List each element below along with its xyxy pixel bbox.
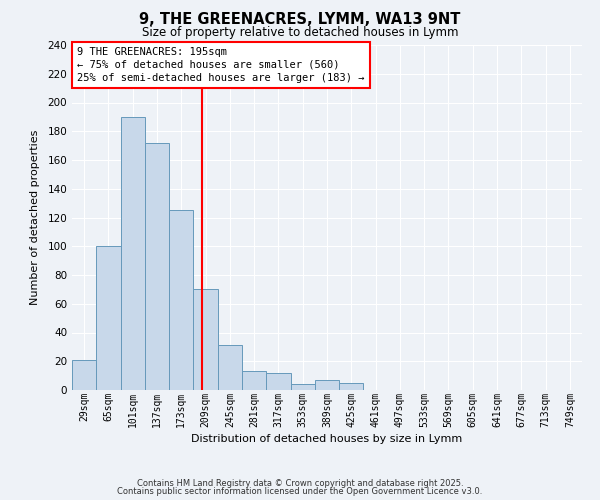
X-axis label: Distribution of detached houses by size in Lymm: Distribution of detached houses by size …	[191, 434, 463, 444]
Bar	[218, 346, 242, 390]
Bar	[72, 360, 96, 390]
Text: 9, THE GREENACRES, LYMM, WA13 9NT: 9, THE GREENACRES, LYMM, WA13 9NT	[139, 12, 461, 28]
Bar	[193, 290, 218, 390]
Bar	[290, 384, 315, 390]
Text: Contains public sector information licensed under the Open Government Licence v3: Contains public sector information licen…	[118, 487, 482, 496]
Bar	[145, 143, 169, 390]
Text: Size of property relative to detached houses in Lymm: Size of property relative to detached ho…	[142, 26, 458, 39]
Bar	[96, 246, 121, 390]
Bar	[339, 383, 364, 390]
Bar	[169, 210, 193, 390]
Text: Contains HM Land Registry data © Crown copyright and database right 2025.: Contains HM Land Registry data © Crown c…	[137, 478, 463, 488]
Bar	[121, 117, 145, 390]
Bar	[266, 373, 290, 390]
Bar	[315, 380, 339, 390]
Y-axis label: Number of detached properties: Number of detached properties	[31, 130, 40, 305]
Text: 9 THE GREENACRES: 195sqm
← 75% of detached houses are smaller (560)
25% of semi-: 9 THE GREENACRES: 195sqm ← 75% of detach…	[77, 46, 365, 83]
Bar	[242, 372, 266, 390]
